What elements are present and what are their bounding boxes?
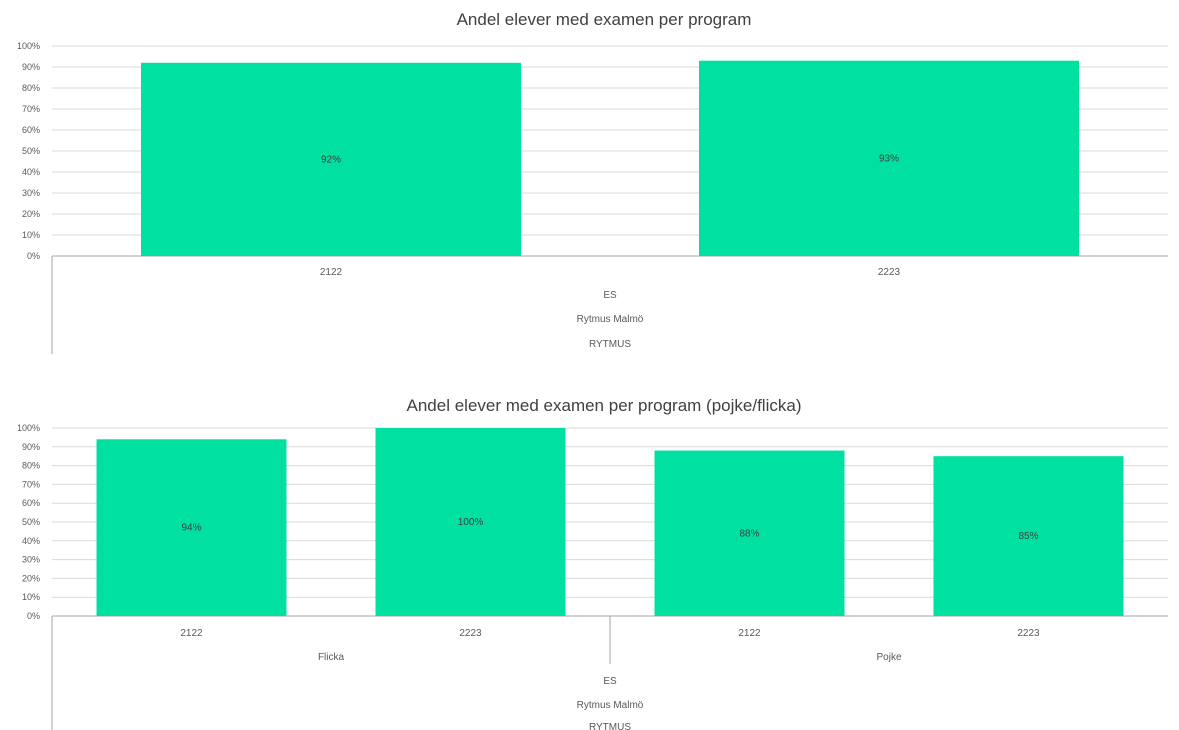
y-tick-label: 10% [22, 592, 40, 602]
group-label: Flicka [318, 652, 345, 663]
category-label: 2122 [320, 267, 343, 278]
y-tick-label: 20% [22, 573, 40, 583]
group-label: Rytmus Malmö [577, 700, 644, 711]
y-tick-label: 90% [22, 62, 40, 72]
group-label: ES [603, 676, 617, 687]
group-label: Rytmus Malmö [577, 314, 644, 325]
bar [141, 62, 521, 256]
category-label: 2122 [180, 628, 203, 639]
y-tick-label: 10% [22, 230, 40, 240]
category-label: 2122 [738, 628, 761, 639]
y-tick-label: 70% [22, 104, 40, 114]
y-tick-label: 50% [22, 146, 40, 156]
chart-title: Andel elever med examen per program (poj… [407, 396, 802, 415]
y-tick-label: 90% [22, 442, 40, 452]
y-tick-label: 40% [22, 536, 40, 546]
y-tick-label: 30% [22, 188, 40, 198]
data-label: 94% [181, 523, 201, 534]
category-label: 2223 [878, 267, 901, 278]
group-label: Pojke [876, 652, 901, 663]
data-label: 100% [458, 517, 484, 528]
y-tick-label: 50% [22, 517, 40, 527]
chart-exam-share-per-program: Andel elever med examen per program 0% 10… [17, 10, 1168, 354]
y-tick-label: 100% [17, 41, 40, 51]
y-tick-label: 60% [22, 125, 40, 135]
bar [933, 456, 1124, 616]
group-label: ES [603, 290, 617, 301]
category-label: 2223 [1017, 628, 1040, 639]
bar [375, 428, 566, 616]
y-tick-label: 100% [17, 423, 40, 433]
chart-title: Andel elever med examen per program [457, 10, 752, 29]
y-tick-label: 0% [27, 251, 40, 261]
data-label: 85% [1018, 531, 1038, 542]
y-tick-label: 80% [22, 461, 40, 471]
data-label: 88% [739, 528, 759, 539]
y-tick-label: 20% [22, 209, 40, 219]
y-tick-label: 70% [22, 479, 40, 489]
group-label: RYTMUS [589, 722, 631, 730]
group-label: RYTMUS [589, 339, 631, 350]
bar [654, 450, 845, 616]
y-tick-label: 80% [22, 83, 40, 93]
bar [96, 439, 287, 616]
bar [699, 60, 1079, 257]
data-label: 93% [879, 153, 899, 164]
data-label: 92% [321, 154, 341, 165]
y-tick-label: 40% [22, 167, 40, 177]
y-tick-label: 60% [22, 498, 40, 508]
y-tick-label: 0% [27, 611, 40, 621]
y-tick-label: 30% [22, 555, 40, 565]
category-label: 2223 [459, 628, 482, 639]
chart-exam-share-per-program-gender: Andel elever med examen per program (poj… [17, 396, 1168, 730]
